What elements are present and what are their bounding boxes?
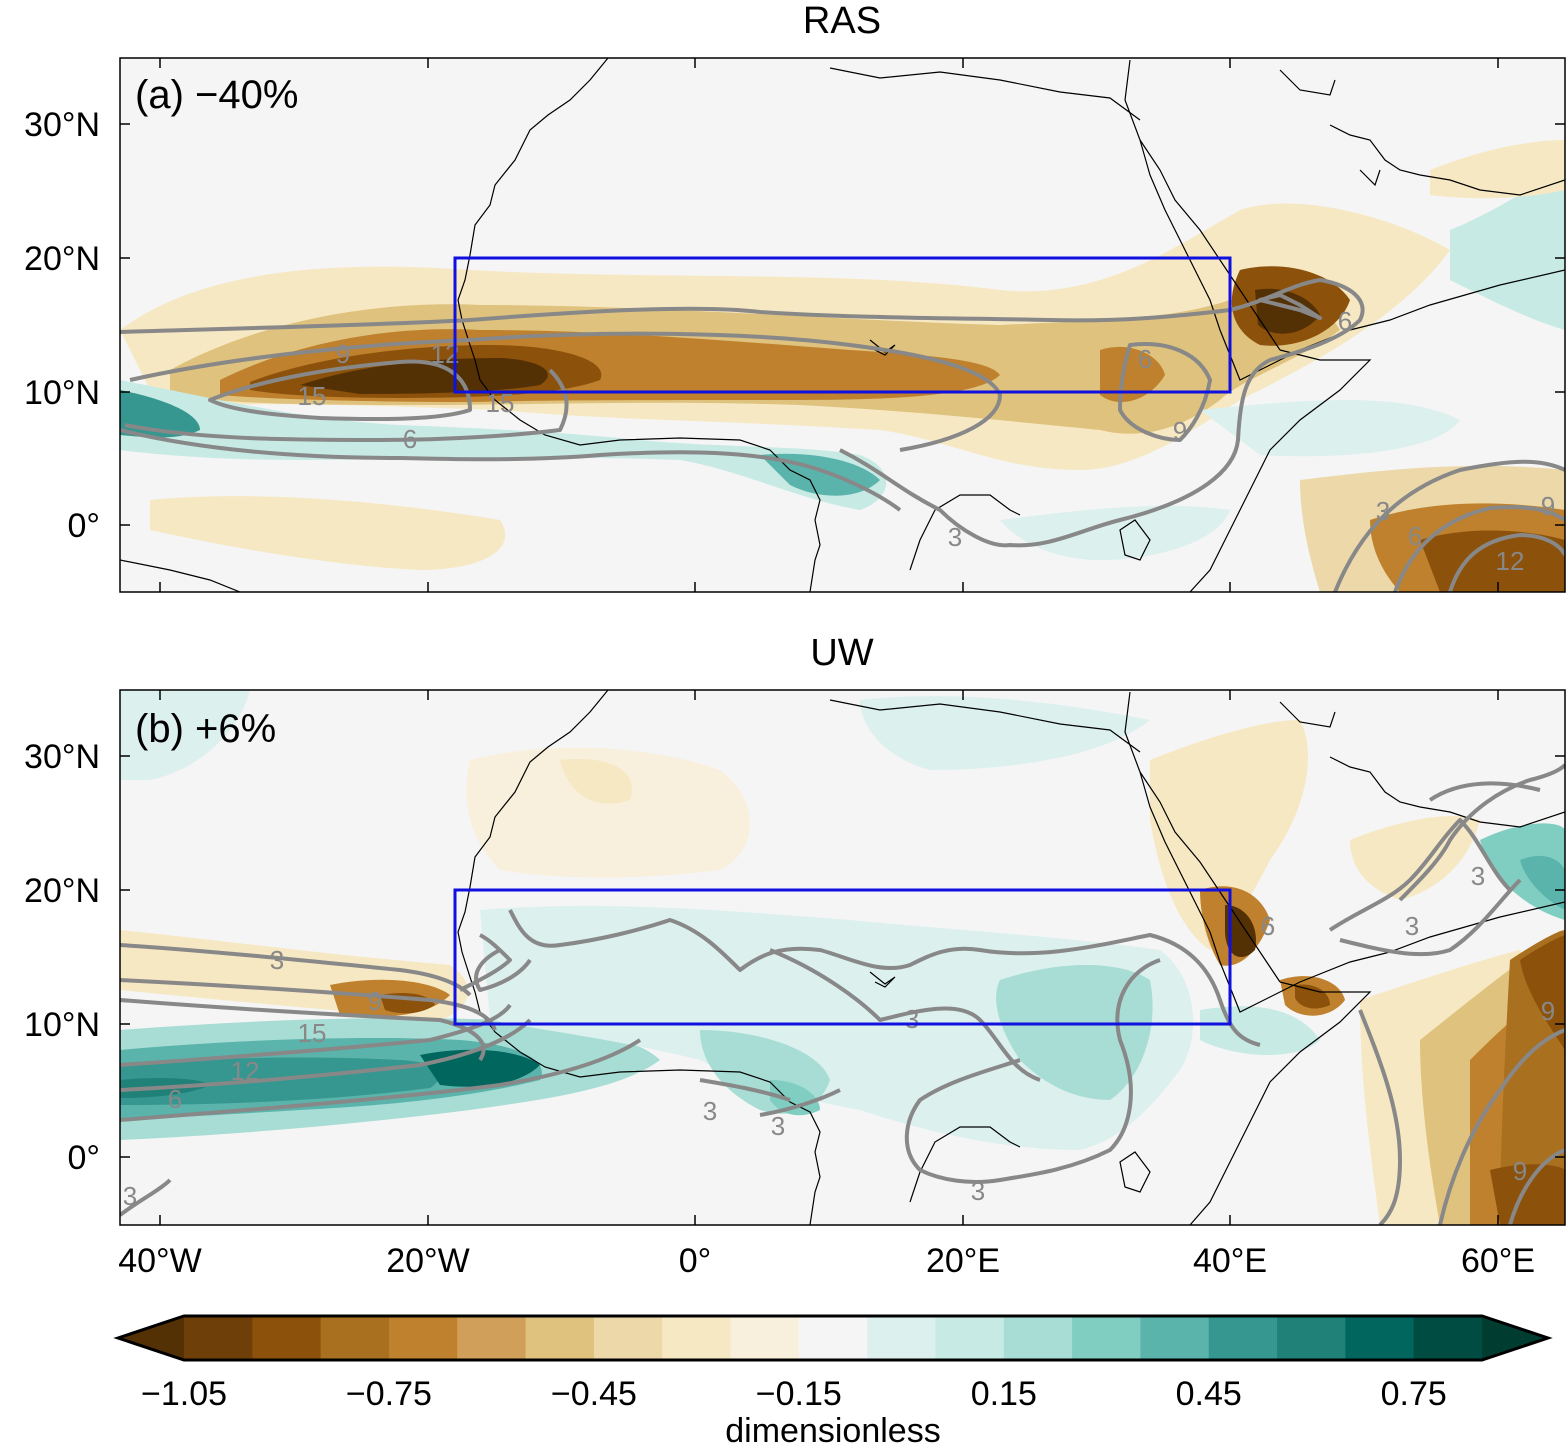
lat-label: 10°N (24, 1006, 100, 1044)
colorbar-swatch (1413, 1316, 1483, 1360)
contour-label: 6 (1138, 344, 1152, 374)
lon-label: 60°E (1461, 1242, 1535, 1280)
panel-a-label: (a) −40% (135, 73, 298, 117)
contour-label: 6 (1408, 521, 1422, 551)
lon-label: 40°E (1193, 1242, 1267, 1280)
panel-a-contours (120, 278, 1565, 592)
colorbar-tick-label: −1.05 (141, 1375, 227, 1413)
panel-a-lat-labels: 30°N 20°N 10°N 0° (24, 106, 100, 545)
colorbar-tick-label: 0.75 (1381, 1375, 1447, 1413)
contour-label: 6 (1338, 306, 1352, 336)
lon-label: 40°W (118, 1242, 202, 1280)
contour-label: 3 (1471, 861, 1485, 891)
lon-labels: 40°W 20°W 0° 20°E 40°E 60°E (118, 1242, 1535, 1280)
panel-b-contours (120, 763, 1565, 1225)
lon-label: 0° (679, 1242, 712, 1280)
colorbar-swatches (118, 1316, 1548, 1360)
panel-a-region-box (453, 256, 1232, 394)
colorbar-swatch (798, 1316, 868, 1360)
contour-label: 6 (168, 1084, 182, 1114)
contour-label: 6 (403, 424, 417, 454)
colorbar-swatch (184, 1316, 253, 1360)
panel-b-frame (119, 689, 1566, 1226)
lat-label: 20°N (24, 240, 100, 278)
panel-b-region-box (453, 888, 1232, 1026)
lat-label: 0° (67, 507, 100, 545)
contour-label: 3 (905, 1004, 919, 1034)
colorbar-tick-label: −0.45 (551, 1375, 637, 1413)
colorbar-tick-label: 0.45 (1176, 1375, 1242, 1413)
panel-b-map: 3 9 15 12 6 3 3 3 3 6 3 3 9 9 3 (120, 690, 1565, 1225)
colorbar-swatch (388, 1316, 458, 1360)
contour-label: 3 (1405, 911, 1419, 941)
contour-label: 3 (270, 945, 284, 975)
lat-label: 30°N (24, 106, 100, 144)
contour-label: 3 (703, 1096, 717, 1126)
contour-label: 15 (298, 381, 327, 411)
contour-label: 9 (1541, 996, 1555, 1026)
panel-b-label: (b) +6% (135, 707, 276, 751)
panel-a-frame (119, 57, 1566, 593)
lat-label: 10°N (24, 374, 100, 412)
panel-a-contour-labels: 9 12 15 15 6 6 9 6 3 3 6 12 9 (298, 306, 1556, 576)
colorbar-swatch (1003, 1316, 1073, 1360)
colorbar-tick-labels: −1.05 −0.75 −0.45 −0.15 0.15 0.45 0.75 1… (141, 1375, 1447, 1413)
panel-b-contour-labels: 3 9 15 12 6 3 3 3 3 6 3 3 9 9 3 (123, 861, 1555, 1211)
colorbar-swatch (1345, 1316, 1415, 1360)
panel-b-lat-labels: 30°N 20°N 10°N 0° (24, 738, 100, 1177)
colorbar-swatch (730, 1316, 800, 1360)
panel-a-map: 9 12 15 15 6 6 9 6 3 3 6 12 9 (120, 58, 1565, 592)
colorbar-tick-label: −0.15 (756, 1375, 842, 1413)
lat-label: 20°N (24, 872, 100, 910)
colorbar-swatch (1208, 1316, 1278, 1360)
contour-label: 9 (1513, 1156, 1527, 1186)
contour-label: 3 (948, 522, 962, 552)
colorbar-swatch (525, 1316, 595, 1360)
colorbar-swatch (867, 1316, 937, 1360)
colorbar-tick-label: −0.75 (346, 1375, 432, 1413)
colorbar-swatch (1140, 1316, 1210, 1360)
lat-label: 0° (67, 1139, 100, 1177)
colorbar-swatch (1277, 1316, 1346, 1360)
colorbar-swatch (662, 1316, 732, 1360)
lon-label: 20°E (926, 1242, 1000, 1280)
contour-label: 9 (368, 986, 382, 1016)
colorbar-high-extension (1482, 1316, 1548, 1360)
lon-label: 20°W (386, 1242, 470, 1280)
colorbar-low-extension (118, 1316, 184, 1360)
contour-label: 12 (1496, 546, 1525, 576)
contour-label: 6 (1261, 911, 1275, 941)
colorbar-swatch (1072, 1316, 1142, 1360)
panel-b-ticks (120, 690, 1565, 1225)
contour-label: 3 (971, 1176, 985, 1206)
panel-a: RAS (24, 0, 1566, 593)
colorbar-swatch (935, 1316, 1005, 1360)
panel-b: UW (24, 632, 1566, 1280)
colorbar-outline (113, 1314, 1553, 1362)
contour-label: 3 (771, 1111, 785, 1141)
contour-label: 3 (123, 1181, 137, 1211)
colorbar-swatch (320, 1316, 390, 1360)
lat-label: 30°N (24, 738, 100, 776)
contour-label: 9 (1541, 491, 1555, 521)
colorbar-swatch (593, 1316, 663, 1360)
colorbar-tick-label: 0.15 (971, 1375, 1037, 1413)
panel-b-title: UW (810, 632, 873, 674)
contour-label: 9 (1173, 416, 1187, 446)
panel-a-title: RAS (803, 0, 881, 42)
contour-label: 15 (298, 1018, 327, 1048)
contour-label: 9 (336, 339, 350, 369)
colorbar-swatch (252, 1316, 322, 1360)
contour-label: 12 (231, 1056, 260, 1086)
panel-a-ticks (120, 58, 1565, 592)
colorbar-swatch (457, 1316, 527, 1360)
contour-label: 3 (1376, 496, 1390, 526)
colorbar: −1.05 −0.75 −0.45 −0.15 0.15 0.45 0.75 1… (113, 1314, 1553, 1447)
colorbar-unit-label: dimensionless (725, 1412, 940, 1447)
